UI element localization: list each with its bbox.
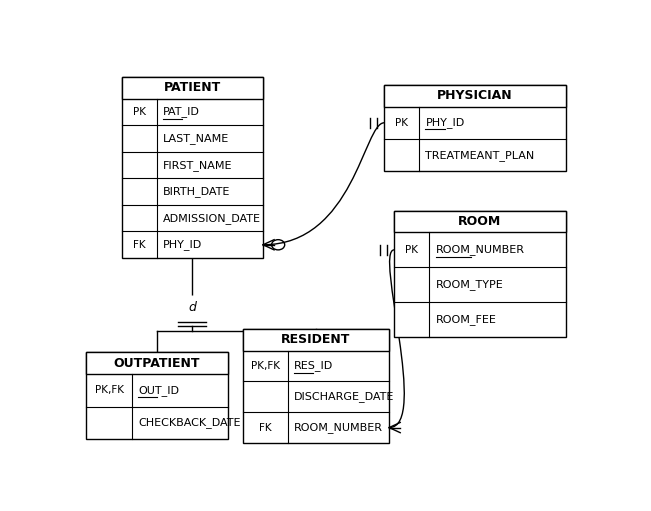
Text: PHY_ID: PHY_ID — [426, 118, 465, 128]
Text: ROOM_NUMBER: ROOM_NUMBER — [294, 422, 383, 433]
Text: ROOM: ROOM — [458, 215, 501, 228]
FancyBboxPatch shape — [395, 211, 566, 233]
Text: RESIDENT: RESIDENT — [281, 333, 351, 346]
Text: ROOM_NUMBER: ROOM_NUMBER — [436, 244, 525, 256]
Text: d: d — [188, 301, 197, 314]
Text: BIRTH_DATE: BIRTH_DATE — [163, 186, 230, 197]
Text: CHECKBACK_DATE: CHECKBACK_DATE — [138, 417, 240, 428]
Text: PK: PK — [395, 118, 408, 128]
Text: PK: PK — [133, 107, 146, 117]
FancyBboxPatch shape — [122, 77, 263, 258]
Text: PK,FK: PK,FK — [94, 385, 124, 396]
FancyBboxPatch shape — [243, 329, 389, 443]
FancyBboxPatch shape — [395, 211, 566, 337]
Text: DISCHARGE_DATE: DISCHARGE_DATE — [294, 391, 395, 402]
Text: OUTPATIENT: OUTPATIENT — [114, 357, 201, 370]
FancyBboxPatch shape — [122, 77, 263, 99]
Text: TREATMEANT_PLAN: TREATMEANT_PLAN — [426, 150, 534, 161]
FancyBboxPatch shape — [87, 353, 228, 439]
FancyBboxPatch shape — [87, 353, 228, 374]
FancyBboxPatch shape — [384, 85, 566, 172]
Text: ROOM_TYPE: ROOM_TYPE — [436, 279, 503, 290]
Text: PK,FK: PK,FK — [251, 361, 280, 371]
Circle shape — [178, 296, 206, 318]
Text: FK: FK — [133, 240, 146, 250]
Text: PAT_ID: PAT_ID — [163, 106, 200, 118]
Text: ROOM_FEE: ROOM_FEE — [436, 314, 497, 325]
Text: PHYSICIAN: PHYSICIAN — [437, 89, 513, 102]
Text: LAST_NAME: LAST_NAME — [163, 133, 229, 144]
Text: PK: PK — [406, 245, 419, 255]
Text: PATIENT: PATIENT — [164, 81, 221, 95]
Text: PHY_ID: PHY_ID — [163, 239, 202, 250]
FancyBboxPatch shape — [243, 329, 389, 351]
FancyBboxPatch shape — [384, 85, 566, 107]
Text: OUT_ID: OUT_ID — [138, 385, 179, 396]
Text: RES_ID: RES_ID — [294, 360, 333, 371]
Text: FK: FK — [259, 423, 272, 433]
Text: ADMISSION_DATE: ADMISSION_DATE — [163, 213, 261, 224]
Text: FIRST_NAME: FIRST_NAME — [163, 159, 232, 171]
